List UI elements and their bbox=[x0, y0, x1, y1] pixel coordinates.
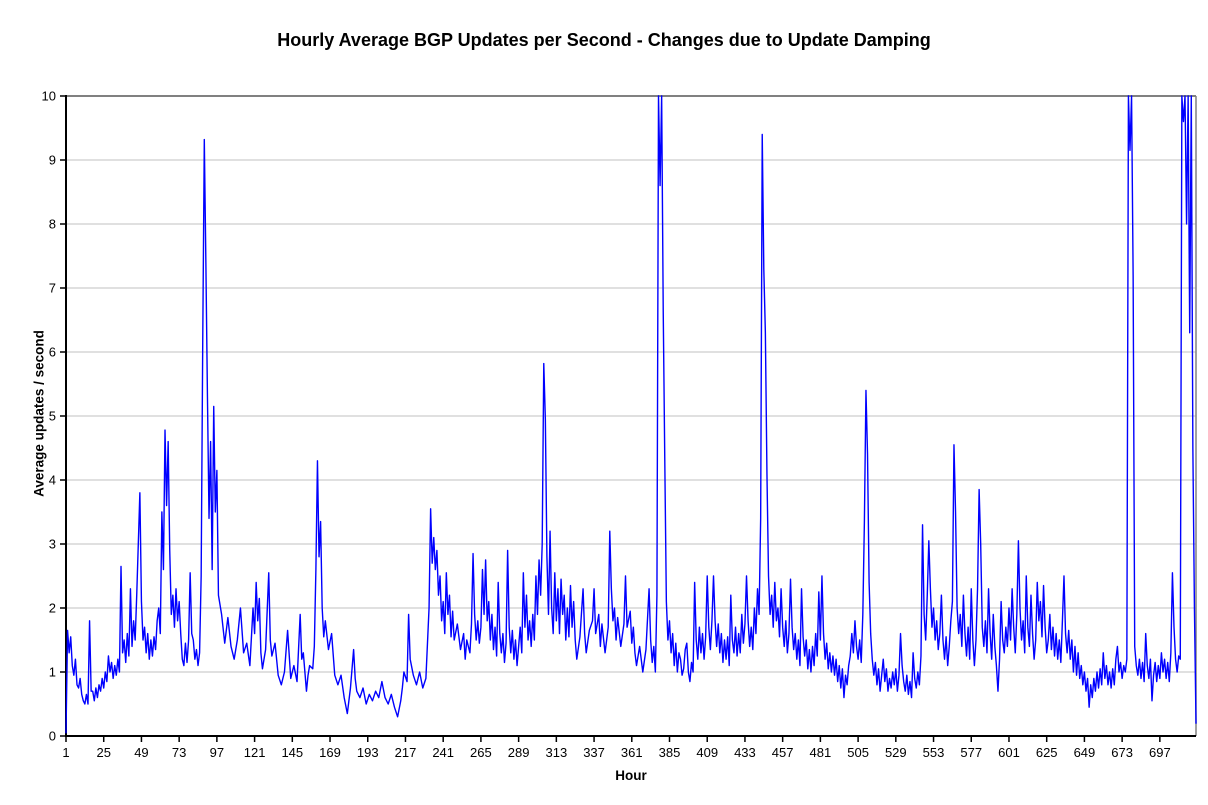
x-tick-label: 49 bbox=[134, 745, 148, 760]
x-tick-label: 673 bbox=[1111, 745, 1133, 760]
x-tick-label: 433 bbox=[734, 745, 756, 760]
x-tick-label: 577 bbox=[960, 745, 982, 760]
x-tick-label: 361 bbox=[621, 745, 643, 760]
x-tick-label: 457 bbox=[772, 745, 794, 760]
x-tick-label: 145 bbox=[281, 745, 303, 760]
x-tick-label: 73 bbox=[172, 745, 186, 760]
y-tick-label: 1 bbox=[49, 665, 56, 680]
chart-title: Hourly Average BGP Updates per Second - … bbox=[277, 30, 931, 50]
x-tick-label: 313 bbox=[545, 745, 567, 760]
x-tick-label: 625 bbox=[1036, 745, 1058, 760]
data-line bbox=[65, 95, 1197, 734]
y-tick-label: 3 bbox=[49, 537, 56, 552]
x-tick-label: 385 bbox=[659, 745, 681, 760]
x-tick-label: 481 bbox=[810, 745, 832, 760]
x-tick-label: 409 bbox=[696, 745, 718, 760]
x-tick-label: 193 bbox=[357, 745, 379, 760]
y-tick-label: 9 bbox=[49, 153, 56, 168]
y-tick-label: 5 bbox=[49, 409, 56, 424]
x-tick-label: 25 bbox=[96, 745, 110, 760]
x-tick-label: 289 bbox=[508, 745, 530, 760]
y-tick-label: 4 bbox=[49, 473, 56, 488]
x-tick-label: 697 bbox=[1149, 745, 1171, 760]
x-tick-label: 505 bbox=[847, 745, 869, 760]
x-tick-label: 337 bbox=[583, 745, 605, 760]
x-tick-label: 649 bbox=[1074, 745, 1096, 760]
x-tick-label: 529 bbox=[885, 745, 907, 760]
x-tick-label: 601 bbox=[998, 745, 1020, 760]
y-tick-label: 7 bbox=[49, 281, 56, 296]
x-axis-title: Hour bbox=[615, 768, 647, 783]
y-tick-label: 8 bbox=[49, 217, 56, 232]
x-tick-label: 1 bbox=[62, 745, 69, 760]
x-tick-label: 121 bbox=[244, 745, 266, 760]
y-tick-label: 6 bbox=[49, 345, 56, 360]
x-tick-label: 265 bbox=[470, 745, 492, 760]
y-tick-label: 0 bbox=[49, 729, 56, 744]
y-tick-label: 10 bbox=[42, 89, 56, 104]
y-tick-label: 2 bbox=[49, 601, 56, 616]
x-tick-label: 169 bbox=[319, 745, 341, 760]
x-tick-label: 241 bbox=[432, 745, 454, 760]
x-tick-label: 217 bbox=[395, 745, 417, 760]
x-tick-label: 97 bbox=[210, 745, 224, 760]
x-tick-label: 553 bbox=[923, 745, 945, 760]
